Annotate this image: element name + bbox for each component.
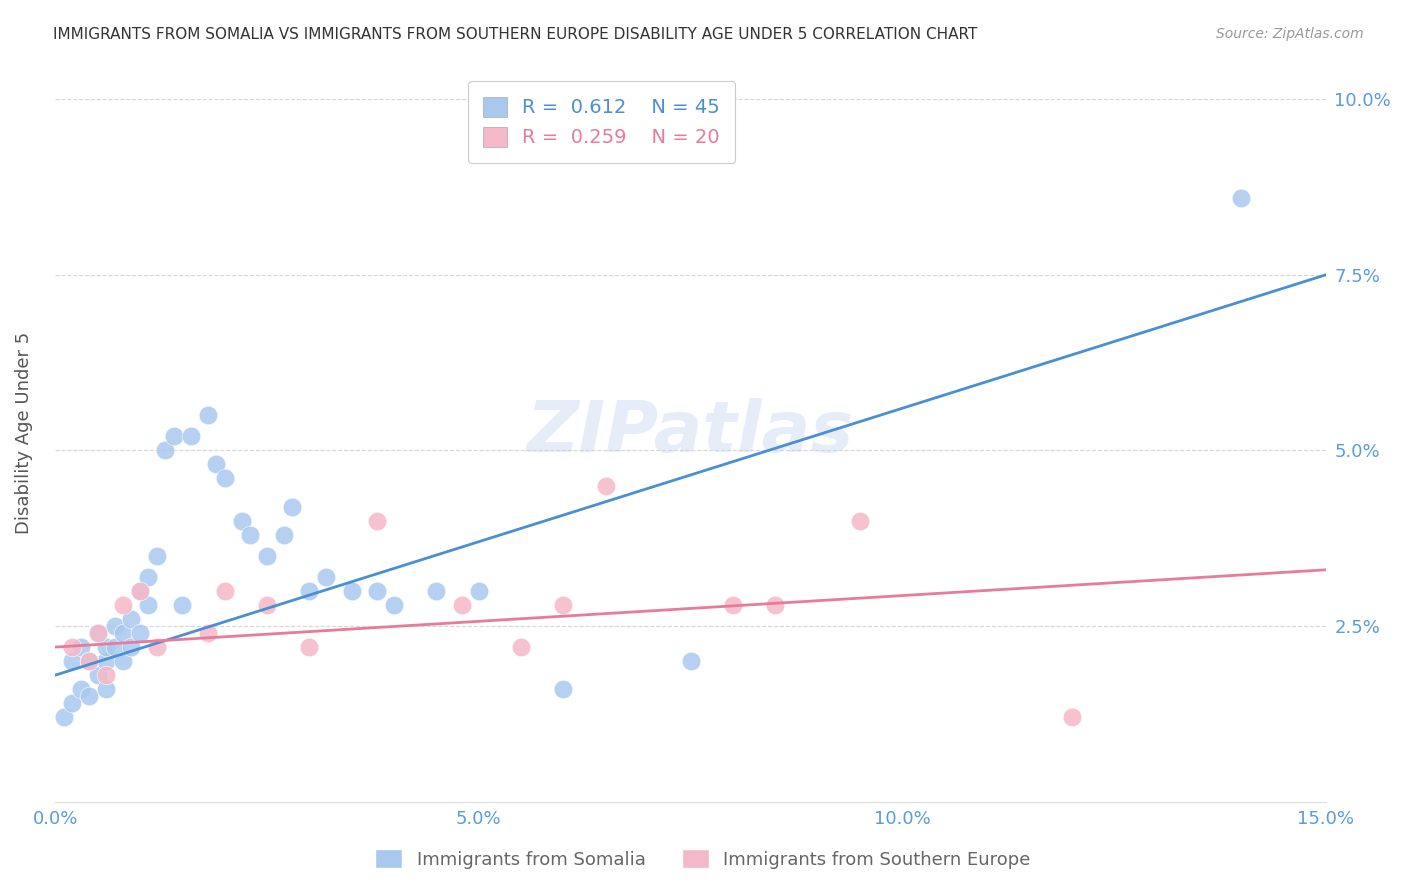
Point — [138, 570, 160, 584]
Point — [172, 598, 194, 612]
Point — [94, 654, 117, 668]
Point — [103, 640, 125, 654]
Legend: Immigrants from Somalia, Immigrants from Southern Europe: Immigrants from Somalia, Immigrants from… — [368, 842, 1038, 876]
Point — [86, 626, 108, 640]
Point — [450, 598, 472, 612]
Point — [103, 619, 125, 633]
Point — [1230, 190, 1253, 204]
Point — [214, 583, 236, 598]
Point — [298, 640, 321, 654]
Point — [197, 626, 219, 640]
Point — [721, 598, 744, 612]
Point — [510, 640, 533, 654]
Point — [60, 654, 83, 668]
Point — [129, 626, 152, 640]
Point — [94, 682, 117, 697]
Point — [425, 583, 447, 598]
Point — [553, 598, 575, 612]
Text: ZIPatlas: ZIPatlas — [527, 399, 855, 467]
Point — [121, 612, 143, 626]
Point — [86, 626, 108, 640]
Point — [111, 654, 134, 668]
Point — [60, 640, 83, 654]
Point — [679, 654, 702, 668]
Point — [239, 527, 262, 541]
Y-axis label: Disability Age Under 5: Disability Age Under 5 — [15, 332, 32, 534]
Point — [763, 598, 786, 612]
Point — [231, 514, 253, 528]
Point — [382, 598, 405, 612]
Point — [340, 583, 363, 598]
Point — [69, 682, 91, 697]
Point — [214, 471, 236, 485]
Point — [1060, 710, 1083, 724]
Point — [366, 514, 388, 528]
Point — [129, 583, 152, 598]
Point — [273, 527, 295, 541]
Point — [77, 654, 100, 668]
Point — [595, 478, 617, 492]
Point — [86, 668, 108, 682]
Point — [146, 549, 169, 563]
Point — [849, 514, 872, 528]
Legend: R =  0.612    N = 45, R =  0.259    N = 20: R = 0.612 N = 45, R = 0.259 N = 20 — [468, 81, 735, 163]
Point — [256, 549, 278, 563]
Text: Source: ZipAtlas.com: Source: ZipAtlas.com — [1216, 27, 1364, 41]
Point — [138, 598, 160, 612]
Point — [468, 583, 491, 598]
Point — [256, 598, 278, 612]
Point — [205, 458, 228, 472]
Point — [94, 640, 117, 654]
Point — [146, 640, 169, 654]
Point — [77, 690, 100, 704]
Point — [553, 682, 575, 697]
Point — [197, 409, 219, 423]
Point — [77, 654, 100, 668]
Point — [52, 710, 75, 724]
Point — [180, 429, 202, 443]
Point — [94, 668, 117, 682]
Point — [298, 583, 321, 598]
Point — [60, 696, 83, 710]
Text: IMMIGRANTS FROM SOMALIA VS IMMIGRANTS FROM SOUTHERN EUROPE DISABILITY AGE UNDER : IMMIGRANTS FROM SOMALIA VS IMMIGRANTS FR… — [53, 27, 977, 42]
Point — [111, 598, 134, 612]
Point — [281, 500, 304, 514]
Point — [69, 640, 91, 654]
Point — [315, 570, 337, 584]
Point — [111, 626, 134, 640]
Point — [155, 443, 177, 458]
Point — [163, 429, 186, 443]
Point — [121, 640, 143, 654]
Point — [129, 583, 152, 598]
Point — [366, 583, 388, 598]
